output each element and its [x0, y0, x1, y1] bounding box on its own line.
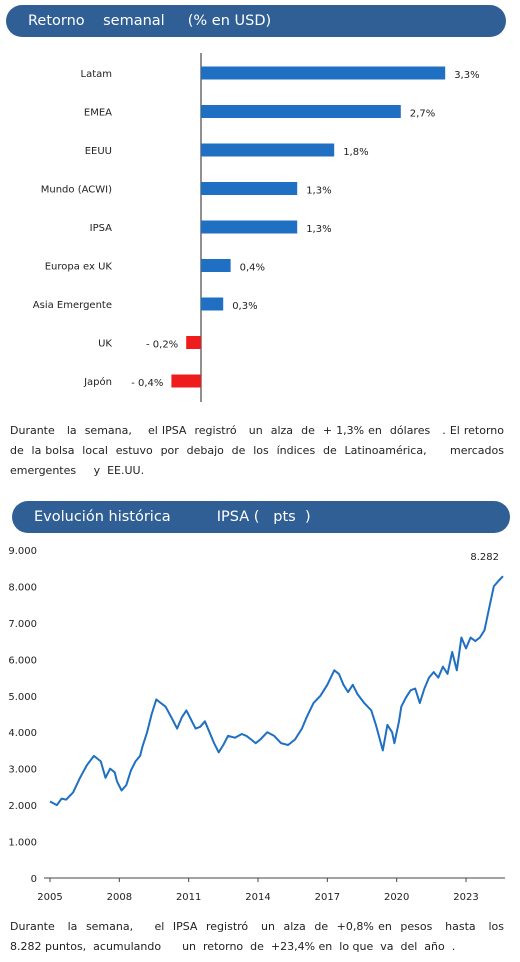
value-label-mundo-acwi: 1,3%	[306, 186, 331, 197]
y-tick-label-7: 7.000	[8, 619, 37, 630]
section1-title: Retorno semanal (% en USD)	[28, 13, 272, 29]
y-tick-label-9: 9.000	[8, 546, 37, 557]
bar-emea	[201, 105, 401, 118]
bar-latam	[201, 66, 446, 80]
value-label-asia-emergente: 0,3%	[232, 301, 257, 312]
bar-uk	[186, 336, 201, 349]
weekly-return-bar-chart: Latam 3,3% EMEA 2,7% EEUU 1,8% Mundo (ACWI) 1,3…	[33, 53, 480, 402]
category-label-eeuu: EEUU	[85, 146, 112, 157]
bar-asia-emergente	[201, 297, 224, 311]
section2-title-banner: Evolución histórica IPSA ( pts )	[12, 501, 510, 533]
y-tick-label-8: 8.000	[8, 582, 37, 593]
section2-title: Evolución histórica IPSA ( pts )	[34, 509, 311, 525]
category-label-europa-ex-uk: Europa ex UK	[45, 262, 113, 273]
category-label-japon: Japón	[83, 376, 112, 388]
value-label-ipsa: 1,3%	[306, 224, 331, 235]
bar-ipsa	[201, 220, 298, 234]
category-label-asia-emergente: Asia Emergente	[33, 300, 112, 311]
bar-europa-ex-uk	[201, 259, 231, 272]
value-label-japon: - 0,4%	[131, 378, 163, 389]
y-tick-label-3: 3.000	[8, 765, 37, 776]
x-tick-label-2011: 2011	[176, 892, 201, 903]
y-tick-label-0: 0	[31, 874, 37, 885]
section1-paragraph: Durante la semana, el IPSA registró un a…	[10, 424, 515, 477]
section1-title-banner: Retorno semanal (% en USD)	[6, 5, 506, 37]
section2-paragraph: Durante la semana, el IPSA registró un a…	[10, 920, 511, 953]
x-tick-label-2020: 2020	[384, 892, 409, 903]
value-label-eeuu: 1,8%	[343, 147, 368, 158]
category-label-latam: Latam	[81, 69, 113, 80]
end-value-label: 8.282	[470, 552, 499, 563]
value-label-uk: - 0,2%	[146, 340, 178, 351]
category-label-ipsa: IPSA	[90, 223, 113, 234]
y-tick-label-4: 4.000	[8, 728, 37, 739]
x-tick-label-2017: 2017	[315, 892, 340, 903]
bar-eeuu	[201, 143, 335, 157]
category-label-mundo-acwi: Mundo (ACWI)	[41, 185, 112, 196]
bar-mundo-acwi	[201, 182, 298, 195]
bar-japon	[171, 374, 201, 388]
x-tick-label-2005: 2005	[37, 892, 62, 903]
value-label-emea: 2,7%	[410, 109, 435, 120]
value-label-latam: 3,3%	[454, 70, 479, 81]
value-label-europa-ex-uk: 0,4%	[240, 263, 265, 274]
x-tick-label-2014: 2014	[245, 892, 270, 903]
ipsa-series-line	[49, 575, 504, 807]
x-tick-label-2023: 2023	[453, 892, 478, 903]
y-tick-label-5: 5.000	[8, 692, 37, 703]
y-tick-label-6: 6.000	[8, 655, 37, 666]
ipsa-history-line-chart: 0 1.000 2.000 3.000 4.000 5.000 6.000 7.000 8.00…	[8, 546, 505, 903]
x-tick-label-2008: 2008	[107, 892, 132, 903]
category-label-emea: EMEA	[84, 108, 112, 119]
category-label-uk: UK	[98, 339, 112, 350]
y-tick-label-2: 2.000	[8, 801, 37, 812]
y-tick-label-1: 1.000	[8, 838, 37, 849]
